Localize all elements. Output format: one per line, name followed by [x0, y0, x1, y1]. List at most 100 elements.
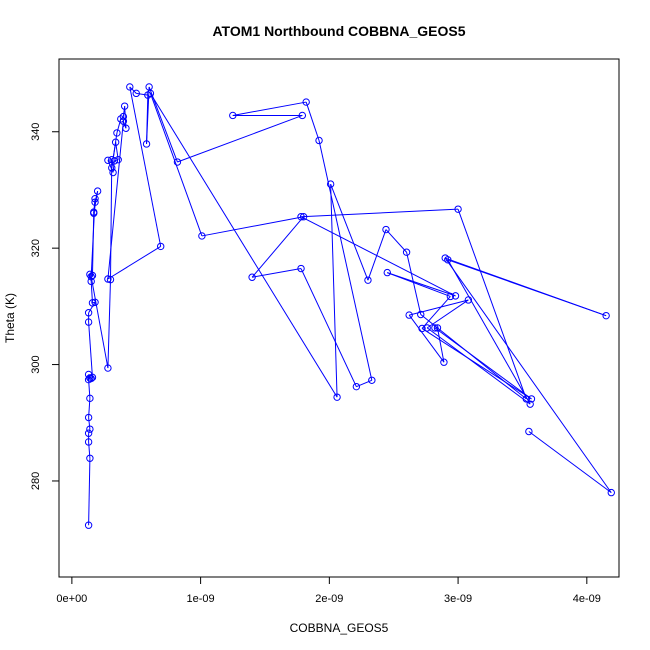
data-point [84, 413, 93, 422]
series-segment [385, 229, 407, 253]
data-point [108, 164, 116, 172]
series-segment [330, 183, 369, 281]
data-point [464, 296, 473, 304]
series-segment [434, 327, 532, 400]
data-point [114, 155, 122, 164]
data-point [297, 213, 305, 221]
series-segment [457, 208, 527, 400]
x-tick-label: 3e-09 [444, 593, 472, 605]
data-point [417, 310, 425, 319]
data-point [91, 194, 99, 203]
data-point [299, 213, 308, 221]
y-axis-label: Theta (K) [3, 293, 17, 343]
series-segment [408, 314, 445, 363]
data-point [88, 271, 97, 280]
data-point [109, 168, 117, 177]
y-tick-label: 300 [30, 355, 42, 373]
data-point [405, 311, 413, 319]
x-tick-label: 1e-09 [187, 593, 215, 605]
series-segment [88, 417, 91, 430]
data-point [433, 324, 442, 332]
series-segment [252, 268, 302, 278]
data-point [132, 89, 140, 98]
series-segment [444, 257, 612, 493]
series-segment [109, 159, 113, 280]
series-segment [90, 198, 96, 277]
data-point [88, 299, 97, 307]
data-point [431, 324, 439, 332]
data-point [146, 89, 155, 98]
data-point [602, 311, 610, 320]
data-point [402, 248, 411, 256]
data-point [352, 382, 361, 391]
series-segment [426, 327, 531, 405]
data-point [302, 98, 310, 106]
series-segment [330, 184, 338, 398]
data-point [87, 374, 95, 383]
data-point [526, 400, 534, 408]
series-segment [318, 140, 373, 381]
data-point [522, 395, 531, 403]
data-point [84, 309, 93, 317]
series-segment [300, 268, 357, 387]
series-segment [107, 279, 111, 369]
data-point [119, 112, 128, 121]
y-axis: 280 300 320 340 [30, 123, 60, 490]
series-segment [107, 245, 161, 280]
series-segment [136, 92, 148, 96]
series-segment [177, 114, 303, 163]
data-point [607, 488, 615, 497]
data-point [104, 364, 112, 372]
x-axis: 0e+00 1e-09 2e-09 3e-09 4e-09 [56, 576, 601, 605]
x-axis-label: COBBNA_GEOS5 [290, 621, 389, 635]
plot-frame [58, 58, 620, 578]
data-point [525, 427, 533, 436]
series-segment [426, 299, 469, 329]
series-segment [409, 299, 469, 316]
series-segment [88, 322, 93, 378]
data-point [229, 111, 237, 120]
series-segment [149, 93, 338, 398]
data-point [454, 205, 462, 213]
data-point [86, 394, 94, 403]
series-segment [88, 458, 91, 526]
series-segment [305, 101, 320, 141]
data-point [110, 157, 119, 165]
data-point [423, 324, 431, 332]
data-point [84, 318, 93, 326]
data-point [111, 138, 120, 146]
data-point [93, 187, 102, 195]
data-point [84, 429, 93, 437]
x-tick-label: 4e-09 [573, 593, 601, 605]
x-tick-label: 0e+00 [56, 593, 87, 605]
data-point [333, 393, 341, 401]
series-segment [129, 86, 162, 247]
data-point [157, 242, 165, 251]
series-segment [367, 229, 387, 281]
series-segment [232, 101, 307, 116]
data-point [441, 254, 449, 262]
data-point [87, 272, 95, 281]
data-point [198, 232, 206, 240]
series-segment [88, 441, 91, 459]
series-segment [89, 377, 92, 379]
data-point [86, 425, 94, 433]
data-point [315, 136, 323, 145]
y-tick-label: 320 [30, 239, 42, 257]
data-point [364, 276, 372, 284]
series-segment [129, 86, 137, 94]
series-segment [387, 272, 451, 297]
data-point [418, 324, 426, 333]
series-segment [107, 160, 114, 173]
series-segment [90, 276, 109, 369]
data-point [142, 140, 151, 148]
data-point [440, 358, 448, 366]
series-segment [406, 252, 422, 315]
data-point [297, 264, 305, 273]
series-segment [300, 208, 459, 218]
series-segment [122, 121, 127, 129]
data-point [326, 180, 335, 188]
series-segment [201, 216, 304, 237]
data-point [382, 225, 390, 234]
